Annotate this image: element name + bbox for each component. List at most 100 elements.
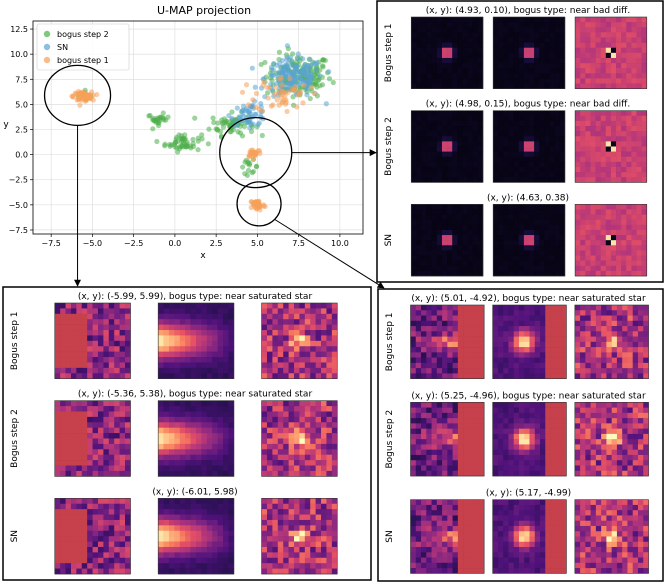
cutout-pixel xyxy=(266,568,273,575)
cutout-pixel xyxy=(212,536,218,542)
cutout-pixel xyxy=(585,320,591,327)
cutout-pixel xyxy=(636,224,642,231)
cutout-pixel xyxy=(421,78,427,84)
cutout-pixel xyxy=(610,120,617,127)
cutout-pixel xyxy=(65,552,72,559)
cutout-pixel xyxy=(529,209,535,215)
cutout-pixel xyxy=(462,250,468,256)
cutout-pixel xyxy=(575,52,581,59)
cutout-pixel xyxy=(503,126,509,132)
cutout-pixel xyxy=(529,336,536,343)
cutout-pixel xyxy=(606,347,612,353)
cutout-pixel xyxy=(288,319,295,325)
cutout-pixel xyxy=(493,120,499,127)
cutout-pixel xyxy=(632,368,639,374)
cutout-pixel xyxy=(575,235,581,241)
cutout-pixel xyxy=(529,115,535,122)
cutout-pixel xyxy=(416,204,422,210)
cutout-pixel xyxy=(212,530,218,537)
cutout-pixel xyxy=(81,357,88,363)
cutout-pixel xyxy=(468,326,474,332)
cutout-pixel xyxy=(54,568,61,575)
cutout-pixel xyxy=(277,411,284,418)
cutout-pixel xyxy=(616,83,622,89)
cutout-pixel xyxy=(158,470,164,477)
cutout-pixel xyxy=(125,498,131,505)
cutout-pixel xyxy=(436,209,443,215)
cutout-pixel xyxy=(498,265,504,272)
cutout-pixel xyxy=(575,115,581,122)
cutout-pixel xyxy=(600,161,607,168)
cutout-pixel xyxy=(299,514,306,521)
cutout-pixel xyxy=(119,541,126,548)
cutout-pixel xyxy=(468,331,474,337)
cutout-pixel xyxy=(223,367,229,374)
cutout-pixel xyxy=(606,341,612,348)
cutout-pixel xyxy=(114,438,120,445)
cutout-pixel xyxy=(288,427,295,434)
cutout-pixel xyxy=(283,541,289,548)
cutout-pixel xyxy=(288,335,295,342)
cutout-pixel xyxy=(168,406,175,412)
cutout-pixel xyxy=(529,131,535,137)
cutout-frame xyxy=(492,16,566,89)
cutout-pixel xyxy=(331,346,338,352)
cutout-pixel xyxy=(223,519,229,526)
cutout-pixel xyxy=(114,330,120,336)
cutout-pixel xyxy=(441,32,448,38)
cutout-pixel xyxy=(294,308,300,315)
cutout-pixel xyxy=(641,83,648,89)
cutout-pixel xyxy=(426,320,432,327)
cutout-pixel xyxy=(621,245,627,251)
cutout-frame xyxy=(261,302,338,379)
cutout-pixel xyxy=(610,136,617,142)
cutout-pixel xyxy=(636,214,642,220)
cutout-pixel xyxy=(631,250,637,256)
cutout-pixel xyxy=(492,368,499,374)
cutout-pixel xyxy=(544,214,550,220)
cutout-pixel xyxy=(492,310,499,316)
cutout-pixel xyxy=(331,557,338,564)
cutout-pixel xyxy=(223,541,229,548)
cutout-pixel xyxy=(544,209,550,215)
cutout-pixel xyxy=(294,411,300,418)
cutout-pixel xyxy=(190,367,197,374)
cutout-pixel xyxy=(549,265,555,272)
cutout-pixel xyxy=(457,224,463,231)
cutout-pixel xyxy=(559,83,566,89)
cutout-pixel xyxy=(331,546,338,553)
scatter-point xyxy=(287,81,293,87)
cutout-pixel xyxy=(168,552,175,559)
cutout-pixel xyxy=(626,235,632,241)
cutout-pixel xyxy=(426,141,433,147)
cutout-pixel xyxy=(426,37,433,43)
cutout-pixel xyxy=(550,331,557,337)
cutout-pixel xyxy=(60,351,66,358)
cutout-pixel xyxy=(595,245,601,251)
cutout-pixel xyxy=(590,229,596,236)
cutout-pixel xyxy=(266,449,273,456)
cutout-frame xyxy=(54,498,131,575)
cutout-pixel xyxy=(452,32,458,38)
scatter-point xyxy=(188,145,194,151)
cutout-pixel xyxy=(447,151,453,158)
cutout-pixel xyxy=(497,362,504,369)
cutout-pixel xyxy=(114,465,120,472)
cutout-pixel xyxy=(426,250,433,256)
scatter-point xyxy=(278,75,284,81)
cutout-pixel xyxy=(523,229,530,236)
cutout-pixel xyxy=(114,525,120,532)
cutout-pixel xyxy=(114,351,120,358)
cutout-pixel xyxy=(125,303,131,309)
cutout-pixel xyxy=(185,465,191,472)
cutout-frame xyxy=(54,400,131,477)
cutout-pixel xyxy=(636,151,642,158)
cutout-pixel xyxy=(523,265,530,272)
cutout-pixel xyxy=(452,265,458,272)
cutout-pixel xyxy=(168,514,175,521)
cutout-pixel xyxy=(76,373,83,379)
cutout-pixel xyxy=(539,224,545,231)
cutout-pixel xyxy=(304,536,311,542)
cutout-pixel xyxy=(223,346,229,352)
cutout-pixel xyxy=(462,27,468,33)
